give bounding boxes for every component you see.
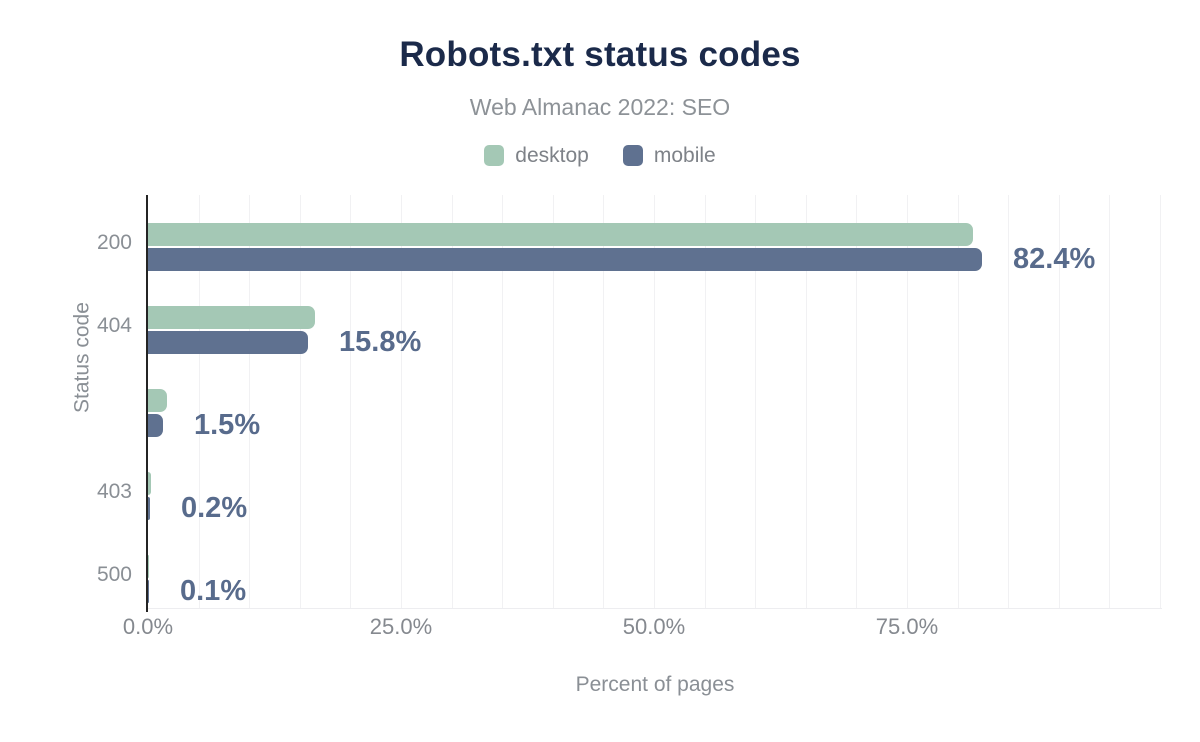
x-tick-label: 50.0% <box>622 614 686 639</box>
gridline <box>401 195 402 608</box>
gridline <box>502 195 503 608</box>
y-tick-label <box>2 385 132 433</box>
desktop-bar <box>148 555 149 578</box>
legend-label: desktop <box>515 143 589 167</box>
y-tick-label: 500 <box>96 563 132 586</box>
gridline <box>249 195 250 608</box>
y-tick-label: 404 <box>96 314 132 337</box>
bar-value-label: 0.2% <box>181 492 248 524</box>
bar-group-500: 500 0.1% <box>97 527 1162 610</box>
x-tick-label: 25.0% <box>369 614 433 639</box>
desktop-bar <box>148 389 167 412</box>
bar-group-200: 200 82.4% <box>97 195 1162 278</box>
gridline <box>199 195 200 608</box>
mobile-bar <box>148 497 150 520</box>
legend-item-mobile: mobile <box>622 143 716 167</box>
gridline <box>603 195 604 608</box>
bar-group-blank: 1.5% <box>148 361 1162 444</box>
chart-title: Robots.txt status codes <box>399 35 801 74</box>
x-tick-label: 0.0% <box>122 614 174 639</box>
mobile-bar <box>148 331 308 354</box>
bar-value-label: 82.4% <box>1013 243 1096 275</box>
gridline <box>958 195 959 608</box>
desktop-bar <box>148 223 973 246</box>
legend-item-desktop: desktop <box>484 143 589 167</box>
y-tick-label: 403 <box>96 480 132 503</box>
gridline <box>553 195 554 608</box>
gridline <box>856 195 857 608</box>
gridline <box>654 195 655 608</box>
plot-area: Percent of pages 200 82.4% 404 15.8% 1.5% 403… <box>97 195 1162 696</box>
mobile-bar <box>148 248 982 271</box>
gridline <box>705 195 706 608</box>
gridline <box>350 195 351 608</box>
desktop-bar <box>148 306 315 329</box>
bar-group-403: 403 0.2% <box>97 444 1162 527</box>
legend: desktop mobile <box>0 142 1200 168</box>
gridline <box>806 195 807 608</box>
gridline <box>907 195 908 608</box>
x-axis-title: Percent of pages <box>575 673 735 696</box>
legend-swatch-desktop <box>484 144 505 166</box>
chart-subtitle: Web Almanac 2022: SEO <box>469 94 731 120</box>
bar-value-label: 1.5% <box>194 409 261 441</box>
gridline <box>452 195 453 608</box>
gridline <box>300 195 301 608</box>
gridline <box>1059 195 1060 608</box>
y-tick-label: 200 <box>96 231 132 254</box>
desktop-bar <box>148 472 151 495</box>
gridline <box>1109 195 1110 608</box>
gridline <box>1008 195 1009 608</box>
bar-group-404: 404 15.8% <box>97 278 1162 361</box>
gridline <box>755 195 756 608</box>
gridline <box>1160 195 1161 608</box>
bar-value-label: 15.8% <box>339 326 422 358</box>
legend-label: mobile <box>653 143 716 167</box>
x-tick-label: 75.0% <box>875 614 939 639</box>
legend-swatch-mobile <box>622 144 643 166</box>
mobile-bar <box>148 414 163 437</box>
y-axis-line <box>146 195 148 612</box>
bar-value-label: 0.1% <box>180 575 247 607</box>
mobile-bar <box>148 580 149 603</box>
